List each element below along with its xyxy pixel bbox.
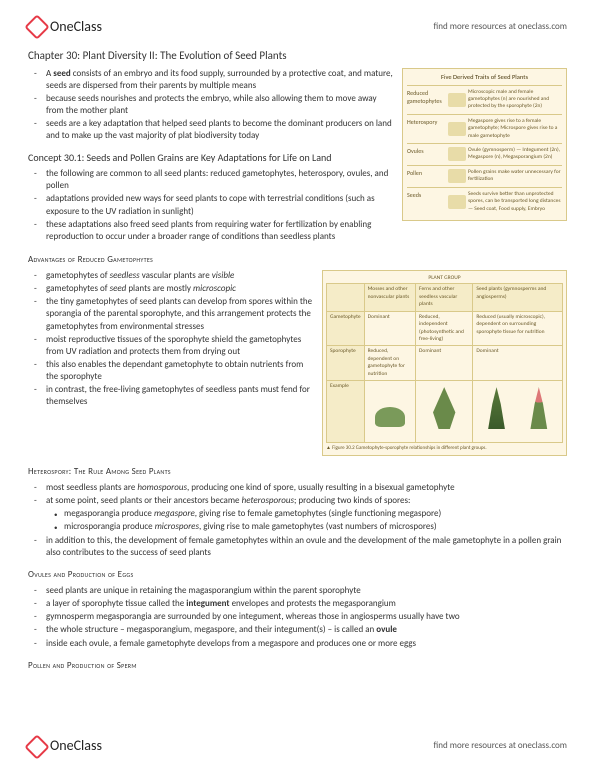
adv-row: gametophytes of seedless vascular plants… [28, 270, 567, 456]
fig2-body: GametophyteDominantReduced, independent … [327, 311, 563, 380]
list-item: these adaptations also freed seed plants… [46, 219, 394, 243]
list-item: the tiny gametophytes of seed plants can… [46, 296, 314, 332]
fig1-title: Five Derived Traits of Seed Plants [407, 73, 562, 82]
find-more-top: find more resources at oneclass.com [434, 21, 567, 33]
list-item: in addition to this, the development of … [46, 535, 567, 559]
logo-bottom: OneClass [28, 737, 102, 756]
fig1-row: SeedsSeeds survive better than unprotect… [407, 187, 562, 216]
fig2-head-row: Mosses and other nonvascular plantsFerns… [327, 284, 563, 311]
logo-text-bottom: OneClass [50, 737, 102, 756]
intro-text: A seed consists of an embryo and its foo… [28, 68, 394, 244]
figure-traits: Five Derived Traits of Seed Plants Reduc… [402, 68, 567, 221]
chapter-title: Chapter 30: Plant Diversity II: The Evol… [28, 49, 567, 64]
find-more-bottom: find more resources at oneclass.com [434, 740, 567, 752]
fig2-caption: ▲ Figure 30.2 Gametophyte-sporophyte rel… [326, 445, 563, 452]
list-item: microsporangia produce microspores, givi… [64, 521, 567, 533]
logo-icon [24, 15, 49, 40]
fig2-col-head: Mosses and other nonvascular plants [364, 284, 415, 311]
fig1-row: Reduced gametophytesMicroscopic male and… [407, 85, 562, 114]
fig2-row: GametophyteDominantReduced, independent … [327, 311, 563, 346]
list-item: this also enables the dependant gametoph… [46, 359, 314, 383]
ovu-bullets: seed plants are unique in retaining the … [28, 585, 567, 650]
list-item: the whole structure – megasporangium, me… [46, 624, 567, 636]
fig1-row: HeterosporyMegaspore gives rise to a fem… [407, 114, 562, 143]
list-item: adaptations provided new ways for seed p… [46, 193, 394, 217]
fig2-moss [364, 381, 415, 443]
fig2-supertitle: PLANT GROUP [326, 274, 563, 283]
fig1-row: PollenPollen grains make water unnecessa… [407, 165, 562, 187]
het-bullets: most seedless plants are homosporous, pr… [28, 482, 567, 507]
list-item: at some point, seed plants or their ance… [46, 495, 567, 507]
pollen-head: Pollen and Production of Sperm [28, 660, 567, 672]
gymnosperm-icon [483, 387, 511, 429]
het-head: Heterospory: The Rule Among Seed Plants [28, 466, 567, 478]
angiosperm-icon [525, 387, 553, 429]
figure-plant-groups: PLANT GROUP Mosses and other nonvascular… [322, 270, 567, 456]
logo-text: OneClass [50, 18, 102, 37]
fig2-table: Mosses and other nonvascular plantsFerns… [326, 283, 563, 443]
adv-text: gametophytes of seedless vascular plants… [28, 270, 314, 410]
list-item: megasporangia produce megaspore, giving … [64, 508, 567, 520]
fig2-fern [416, 381, 473, 443]
intro-bullets: A seed consists of an embryo and its foo… [28, 68, 394, 143]
fig2-seed [473, 381, 563, 443]
logo-top: OneClass [28, 18, 102, 37]
adv-bullets: gametophytes of seedless vascular plants… [28, 270, 314, 409]
list-item: A seed consists of an embryo and its foo… [46, 68, 394, 92]
fig2-col-head: Ferns and other seedless vascular plants [416, 284, 473, 311]
fig2-example-row: Example [327, 381, 563, 443]
logo-icon-bottom [24, 734, 49, 759]
fig2-example-label: Example [327, 381, 365, 443]
list-item: most seedless plants are homosporous, pr… [46, 482, 567, 494]
list-item: moist reproductive tissues of the sporop… [46, 334, 314, 358]
fig2-row: SporophyteReduced, dependent on gametoph… [327, 346, 563, 381]
fig1-row: OvulesOvule (gymnosperm) — Integument (2… [407, 143, 562, 165]
list-item: gametophytes of seedless vascular plants… [46, 270, 314, 282]
intro-row: A seed consists of an embryo and its foo… [28, 68, 567, 244]
het-sub-bullets: megasporangia produce megaspore, giving … [46, 508, 567, 533]
list-item: the following are common to all seed pla… [46, 168, 394, 192]
fig2-col-head [327, 284, 365, 311]
page-footer: OneClass find more resources at oneclass… [28, 737, 567, 756]
list-item: inside each ovule, a female gametophyte … [46, 638, 567, 650]
list-item: gametophytes of seed plants are mostly m… [46, 283, 314, 295]
list-item: in contrast, the free-living gametophyte… [46, 384, 314, 408]
concept-title: Concept 30.1: Seeds and Pollen Grains ar… [28, 151, 394, 165]
list-item: gymnosperm megasporangia are surrounded … [46, 611, 567, 623]
list-item: seeds are a key adaptation that helped s… [46, 118, 394, 142]
page-header: OneClass find more resources at oneclass… [28, 18, 567, 37]
fig2-col-head: Seed plants (gymnosperms and angiosperms… [473, 284, 563, 311]
het-bullets-2: in addition to this, the development of … [28, 535, 567, 559]
list-item: seed plants are unique in retaining the … [46, 585, 567, 597]
fig1-rows: Reduced gametophytesMicroscopic male and… [407, 85, 562, 216]
adv-head: Advantages of Reduced Gametophytes [28, 254, 567, 266]
list-item: because seeds nourishes and protects the… [46, 93, 394, 117]
concept-bullets: the following are common to all seed pla… [28, 168, 394, 243]
list-item: a layer of sporophyte tissue called the … [46, 598, 567, 610]
ovu-head: Ovules and Production of Eggs [28, 569, 567, 581]
